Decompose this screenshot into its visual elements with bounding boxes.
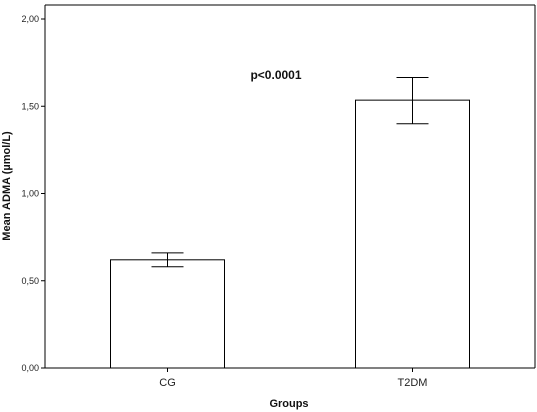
y-tick-label: 1,00 xyxy=(21,189,39,199)
y-axis-title: Mean ADMA (µmol/L) xyxy=(1,131,13,241)
x-tick-label-cg: CG xyxy=(159,377,176,389)
bar-cg xyxy=(110,259,225,369)
p-value-annotation: p<0.0001 xyxy=(250,68,301,82)
y-tick-label: 2,00 xyxy=(21,14,39,24)
x-tick-label-t2dm: T2DM xyxy=(398,377,428,389)
error-bars xyxy=(151,76,429,268)
bars xyxy=(110,99,470,369)
y-tick-label: 0,50 xyxy=(21,276,39,286)
x-axis-ticks: CG T2DM xyxy=(159,368,427,389)
y-axis-ticks: 0,00 0,50 1,00 1,50 2,00 xyxy=(21,14,45,373)
bar-t2dm xyxy=(355,99,470,369)
x-axis-title: Groups xyxy=(269,398,308,410)
y-tick-label: 1,50 xyxy=(21,101,39,111)
y-tick-label: 0,00 xyxy=(21,363,39,373)
